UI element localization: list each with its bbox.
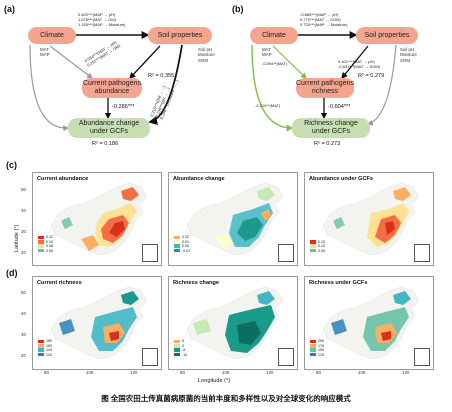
b-coef-climate-change: -0.210**(MAT) xyxy=(255,103,281,108)
node-b-soil: Soil properties xyxy=(356,27,418,44)
lon-tick-7: 80 xyxy=(316,370,321,375)
b-coef-climate-soil: -0.885***(MAP → pH) 0.770***(MAT → SOM) … xyxy=(300,12,348,27)
arrow-b-climate-change xyxy=(251,44,294,132)
arrow-a-soil-current xyxy=(129,45,161,79)
lon-tick-2: 100 xyxy=(86,370,94,375)
map-richness-under-gcfs: Richness under GCFs 200 175 150 125 xyxy=(304,276,434,370)
lon-tick-1: 80 xyxy=(44,370,49,375)
lat-tick-d-2: 40 xyxy=(21,311,26,316)
lat-tick-c-3: 30 xyxy=(21,229,26,234)
lat-tick-c-2: 40 xyxy=(21,208,26,213)
node-a-soil: Soil properties xyxy=(148,27,212,44)
arrow-a-climate-current xyxy=(49,45,93,79)
south-china-sea-inset xyxy=(142,348,158,366)
a-coef-current-change: -0.286*** xyxy=(112,104,135,110)
b-r2-change: R² = 0.273 xyxy=(314,141,341,147)
map-title: Current richness xyxy=(37,280,82,286)
a-soil-vars: Soil pH Moisture SOM xyxy=(198,47,215,63)
map-abundance-change: Abundance change 0.02 0.01 0.00 -0.01 xyxy=(168,172,298,266)
arrow-a-soil-change xyxy=(148,44,183,125)
node-b-climate: Climate xyxy=(250,27,298,44)
china-map-shape xyxy=(186,182,284,256)
lon-tick-3: 120 xyxy=(130,370,138,375)
node-b-current: Current pathogens richness xyxy=(296,78,354,98)
lat-tick-d-4: 20 xyxy=(21,353,26,358)
south-china-sea-inset xyxy=(278,348,294,366)
south-china-sea-inset xyxy=(414,244,430,262)
a-r2-current: R² = 0.355 xyxy=(148,73,175,79)
map-title: Current abundance xyxy=(37,176,89,182)
map-title: Richness under GCFs xyxy=(309,280,368,286)
south-china-sea-inset xyxy=(414,348,430,366)
legend-richness-under-gcfs: 200 175 150 125 xyxy=(310,339,324,357)
china-map-shape xyxy=(186,286,284,360)
lat-tick-d-3: 30 xyxy=(21,332,26,337)
arrow-b-soil-change xyxy=(366,44,397,126)
node-a-current: Current pathogens abundance xyxy=(82,78,142,98)
legend-current-richness: 180 160 140 120 xyxy=(38,339,52,357)
xlabel: Longitude (°) xyxy=(198,378,231,384)
b-coef-soil-current: 0.401***(MAT → pH) -0.831***(MAT → SOM) xyxy=(338,59,381,69)
map-title: Abundance change xyxy=(173,176,225,182)
map-title: Richness change xyxy=(173,280,220,286)
panel-a-arrows xyxy=(29,31,397,132)
china-map-shape xyxy=(322,182,420,256)
node-b-change: Richness change under GCFs xyxy=(292,118,370,138)
legend-abundance-change: 0.02 0.01 0.00 -0.01 xyxy=(174,235,190,253)
b-r2-current: R² = 0.279 xyxy=(358,73,385,79)
legend-abundance-under-gcfs: 0.15 0.10 0.05 xyxy=(310,240,325,253)
china-map-shape xyxy=(50,286,148,360)
map-title: Abundance under GCFs xyxy=(309,176,374,182)
node-a-climate: Climate xyxy=(28,27,76,44)
china-map-shape xyxy=(322,286,420,360)
panel-d-letter: (d) xyxy=(6,268,18,278)
map-abundance-under-gcfs: Abundance under GCFs 0.15 0.10 0.05 xyxy=(304,172,434,266)
lon-tick-4: 80 xyxy=(180,370,185,375)
a-coef-climate-soil: 0.402***(MAP → pH) 1.676***(MAT → OM) 1.… xyxy=(78,12,126,27)
arrow-b-soil-current xyxy=(341,45,369,80)
a-r2-change: R² = 0.186 xyxy=(92,141,119,147)
panel-b-letter: (b) xyxy=(232,4,244,14)
map-current-richness: Current richness 180 160 140 120 xyxy=(32,276,162,370)
lat-tick-d-1: 50 xyxy=(21,290,26,295)
china-map-shape xyxy=(50,182,148,256)
lat-tick-c-1: 50 xyxy=(21,187,26,192)
b-coef-climate-current: -0.594**(MAT) xyxy=(262,61,288,66)
lon-tick-8: 100 xyxy=(358,370,366,375)
legend-current-abundance: 0.12 0.10 0.08 0.06 xyxy=(38,235,53,253)
node-a-change: Abundance change under GCFs xyxy=(68,118,150,138)
b-climate-vars: MAT MAP xyxy=(262,47,272,58)
ylabel-c: Latitude (°) xyxy=(14,224,20,252)
lon-tick-5: 100 xyxy=(222,370,230,375)
b-coef-current-change: -0.604*** xyxy=(328,104,351,110)
a-climate-vars: MAT MAP xyxy=(40,47,50,58)
lat-tick-c-4: 20 xyxy=(21,250,26,255)
figure-caption: 图 全国农田土传真菌病原菌的当前丰度和多样性以及对全球变化的响应模式 xyxy=(101,394,351,403)
lon-tick-9: 120 xyxy=(402,370,410,375)
map-current-abundance: Current abundance 0.12 0.10 0.08 0.06 xyxy=(32,172,162,266)
panel-a-letter: (a) xyxy=(4,4,15,14)
south-china-sea-inset xyxy=(142,244,158,262)
map-richness-change: Richness change 5 0 -5 -10 xyxy=(168,276,298,370)
arrow-a-climate-change xyxy=(29,44,70,132)
south-china-sea-inset xyxy=(278,244,294,262)
b-soil-vars: Soil pH Moisture SOM xyxy=(400,47,417,63)
legend-richness-change: 5 0 -5 -10 xyxy=(174,339,187,357)
panel-c-letter: (c) xyxy=(6,160,17,170)
lon-tick-6: 120 xyxy=(266,370,274,375)
arrow-b-climate-current xyxy=(272,45,307,79)
